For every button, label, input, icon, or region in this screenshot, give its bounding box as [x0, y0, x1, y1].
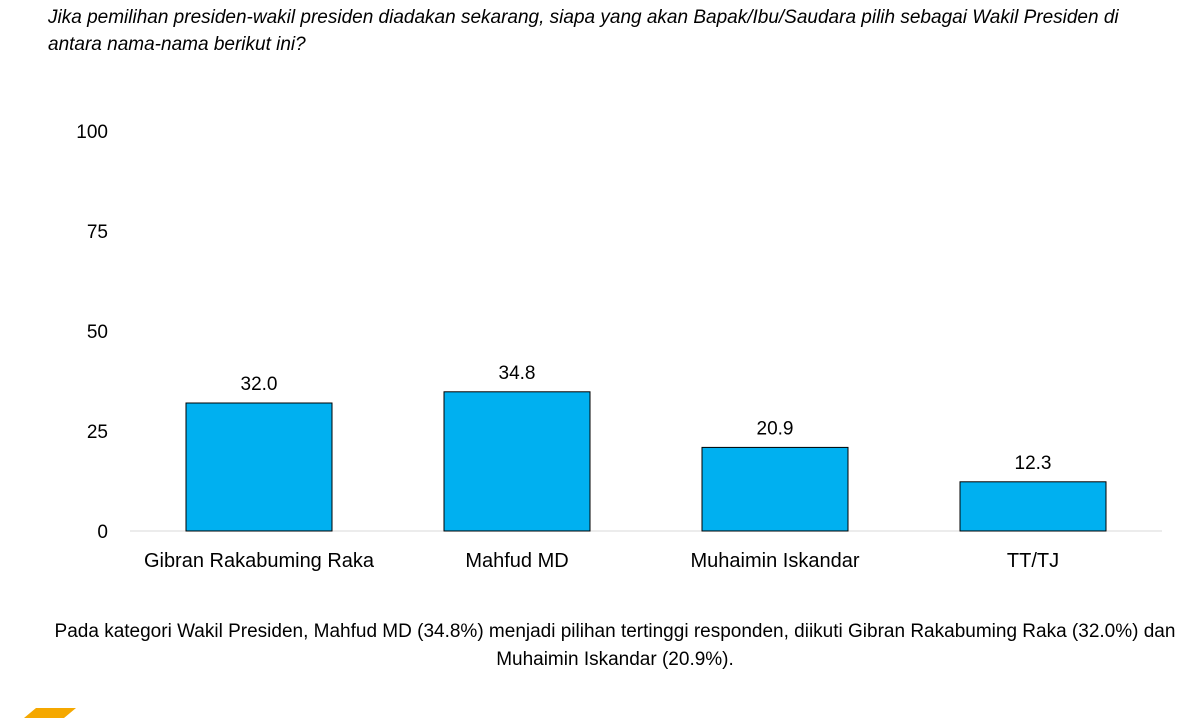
y-tick-label: 100	[76, 122, 108, 143]
data-labels-group: 32.0 34.8 20.9 12.3	[241, 363, 1052, 474]
bar-value-label: 20.9	[757, 418, 794, 439]
category-label: Mahfud MD	[465, 550, 568, 572]
chart-summary: Pada kategori Wakil Presiden, Mahfud MD …	[54, 621, 1176, 670]
bar-chart: 0 25 50 75 100 32.0 34.8 20.9 12.3 Gibran Rakab…	[76, 122, 1162, 572]
survey-question: Jika pemilihan presiden-wakil presiden d…	[48, 7, 1119, 55]
y-tick-label: 50	[87, 322, 108, 343]
bars-group	[185, 391, 1107, 532]
y-tick-label: 75	[87, 222, 108, 243]
bar-value-label: 12.3	[1015, 453, 1052, 474]
bar	[959, 481, 1107, 532]
category-label: TT/TJ	[1007, 550, 1059, 572]
y-tick-label: 0	[97, 522, 108, 543]
category-labels-group: Gibran Rakabuming Raka Mahfud MD Muhaimin …	[144, 550, 1059, 572]
y-axis-ticks: 0 25 50 75 100	[76, 122, 108, 543]
y-tick-label: 25	[87, 422, 108, 443]
category-label: Gibran Rakabuming Raka	[144, 550, 375, 572]
logo-corner-mark	[24, 708, 76, 718]
category-label: Muhaimin Iskandar	[691, 550, 860, 572]
bar	[701, 446, 849, 532]
bar	[443, 391, 591, 532]
bar	[185, 402, 333, 532]
bar-value-label: 32.0	[241, 374, 278, 395]
bar-value-label: 34.8	[499, 363, 536, 384]
